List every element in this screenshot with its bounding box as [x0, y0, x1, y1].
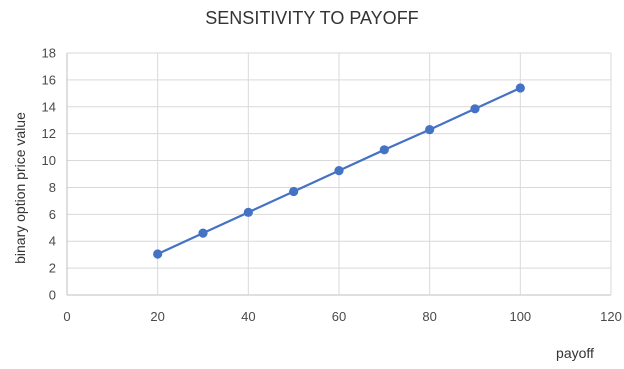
x-tick-label: 80 — [422, 309, 436, 324]
x-tick-label: 0 — [63, 309, 70, 324]
x-axis-label: payoff — [556, 345, 594, 361]
x-tick-label: 60 — [332, 309, 346, 324]
y-tick-label: 14 — [42, 99, 56, 114]
y-tick-label: 10 — [42, 153, 56, 168]
tick-labels: 0 2 4 6 8 10 12 14 16 18 0 20 40 60 80 100 120 — [42, 46, 622, 325]
chart-title: SENSITIVITY TO PAYOFF — [205, 8, 418, 28]
y-tick-label: 4 — [49, 234, 56, 249]
data-point — [470, 104, 480, 114]
y-tick-label: 16 — [42, 72, 56, 87]
x-tick-label: 100 — [509, 309, 531, 324]
y-tick-label: 18 — [42, 46, 56, 61]
data-point — [334, 166, 344, 176]
y-tick-label: 12 — [42, 126, 56, 141]
data-point — [198, 228, 208, 238]
y-tick-label: 0 — [49, 288, 56, 303]
data-point — [379, 145, 389, 155]
data-point — [515, 83, 525, 93]
data-point — [425, 125, 435, 135]
y-tick-label: 8 — [49, 180, 56, 195]
data-point — [153, 249, 163, 259]
y-tick-label: 2 — [49, 261, 56, 276]
x-tick-label: 120 — [600, 309, 622, 324]
series — [153, 83, 525, 259]
y-axis-label: binary option price value — [12, 112, 28, 264]
data-point — [243, 207, 253, 217]
x-tick-label: 20 — [150, 309, 164, 324]
y-tick-label: 6 — [49, 207, 56, 222]
data-point — [289, 186, 299, 197]
x-tick-label: 40 — [241, 309, 255, 324]
